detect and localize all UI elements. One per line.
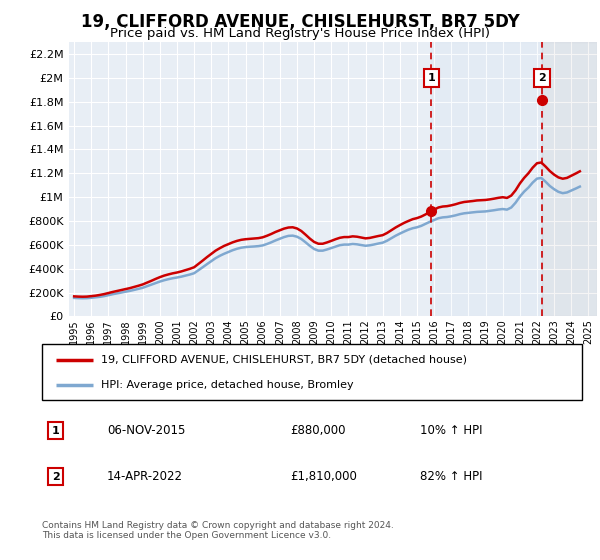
Text: 19, CLIFFORD AVENUE, CHISLEHURST, BR7 5DY (detached house): 19, CLIFFORD AVENUE, CHISLEHURST, BR7 5D… [101, 354, 467, 365]
Text: 06-NOV-2015: 06-NOV-2015 [107, 424, 185, 437]
Text: Price paid vs. HM Land Registry's House Price Index (HPI): Price paid vs. HM Land Registry's House … [110, 27, 490, 40]
Text: 2: 2 [52, 472, 59, 482]
Text: £880,000: £880,000 [290, 424, 346, 437]
Text: 1: 1 [52, 426, 59, 436]
Text: 10% ↑ HPI: 10% ↑ HPI [420, 424, 482, 437]
Text: 1: 1 [428, 73, 435, 83]
Text: Contains HM Land Registry data © Crown copyright and database right 2024.
This d: Contains HM Land Registry data © Crown c… [42, 521, 394, 540]
Bar [542, 42, 597, 316]
Text: 19, CLIFFORD AVENUE, CHISLEHURST, BR7 5DY: 19, CLIFFORD AVENUE, CHISLEHURST, BR7 5D… [80, 13, 520, 31]
Bar [431, 42, 542, 316]
Text: 2: 2 [538, 73, 545, 83]
Text: HPI: Average price, detached house, Bromley: HPI: Average price, detached house, Brom… [101, 380, 354, 390]
Text: 82% ↑ HPI: 82% ↑ HPI [420, 470, 482, 483]
Text: 14-APR-2022: 14-APR-2022 [107, 470, 183, 483]
Text: £1,810,000: £1,810,000 [290, 470, 357, 483]
